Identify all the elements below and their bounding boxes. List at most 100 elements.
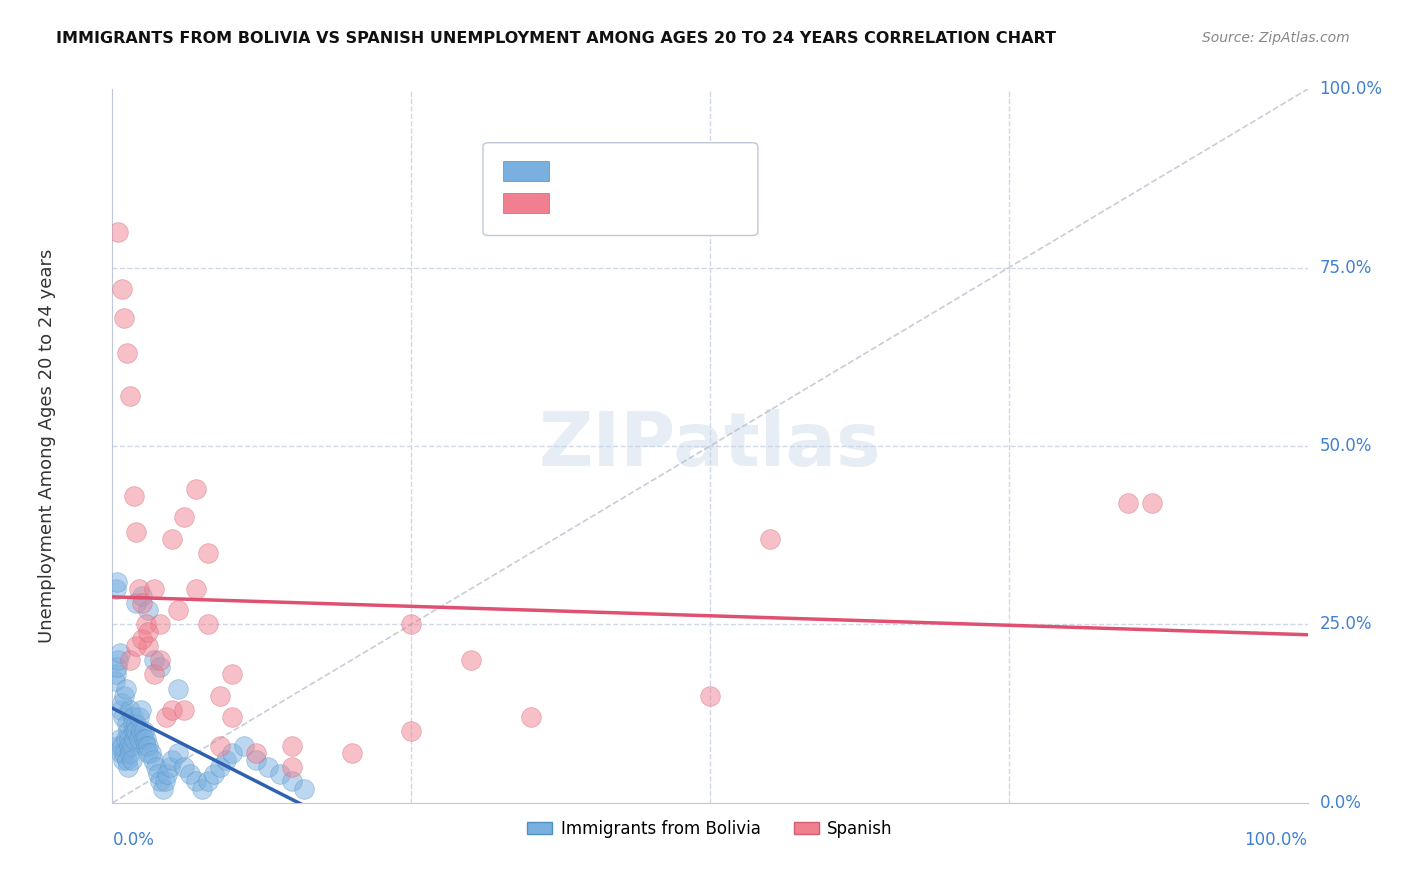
Spanish [759, 532, 782, 546]
Immigrants from Bolivia [131, 589, 153, 603]
Immigrants from Bolivia [209, 760, 232, 774]
Text: 50.0%: 50.0% [1320, 437, 1372, 455]
Spanish [149, 653, 172, 667]
Immigrants from Bolivia [156, 767, 179, 781]
Text: N =: N = [675, 194, 706, 212]
Immigrants from Bolivia [125, 596, 148, 610]
Spanish [173, 510, 195, 524]
Text: 100.0%: 100.0% [1244, 831, 1308, 849]
Immigrants from Bolivia [135, 731, 157, 746]
Text: Unemployment Among Ages 20 to 24 years: Unemployment Among Ages 20 to 24 years [38, 249, 56, 643]
Immigrants from Bolivia [111, 739, 134, 753]
Spanish [128, 582, 150, 596]
Immigrants from Bolivia [167, 746, 190, 760]
Immigrants from Bolivia [118, 731, 141, 746]
Spanish [122, 489, 145, 503]
Immigrants from Bolivia [138, 746, 160, 760]
Spanish [520, 710, 543, 724]
Spanish [281, 739, 304, 753]
Spanish [186, 482, 208, 496]
Text: R =: R = [562, 162, 593, 180]
Spanish [131, 632, 153, 646]
Text: 77: 77 [720, 162, 742, 180]
Immigrants from Bolivia [233, 739, 256, 753]
Immigrants from Bolivia [135, 739, 157, 753]
Bar [503, 194, 548, 213]
Spanish [197, 617, 219, 632]
Immigrants from Bolivia [120, 746, 142, 760]
Spanish [197, 546, 219, 560]
Immigrants from Bolivia [107, 739, 129, 753]
Immigrants from Bolivia [120, 703, 142, 717]
Immigrants from Bolivia [122, 724, 145, 739]
Immigrants from Bolivia [143, 653, 166, 667]
Spanish [245, 746, 267, 760]
Immigrants from Bolivia [107, 653, 129, 667]
Spanish [460, 653, 482, 667]
Text: 25.0%: 25.0% [1320, 615, 1372, 633]
Spanish [114, 310, 135, 325]
Immigrants from Bolivia [108, 646, 131, 660]
Text: 0.312: 0.312 [610, 194, 664, 212]
Spanish [155, 710, 177, 724]
Immigrants from Bolivia [111, 696, 134, 710]
Text: R =: R = [562, 194, 593, 212]
Immigrants from Bolivia [114, 731, 136, 746]
Immigrants from Bolivia [105, 660, 128, 674]
Text: N =: N = [675, 162, 706, 180]
Immigrants from Bolivia [129, 724, 152, 739]
Spanish [162, 703, 183, 717]
Immigrants from Bolivia [112, 753, 135, 767]
Immigrants from Bolivia [167, 681, 190, 696]
Spanish [138, 639, 160, 653]
FancyBboxPatch shape [484, 143, 758, 235]
Spanish [401, 724, 423, 739]
Immigrants from Bolivia [257, 760, 280, 774]
Spanish [115, 346, 138, 360]
Immigrants from Bolivia [197, 774, 219, 789]
Immigrants from Bolivia [153, 774, 176, 789]
Spanish [209, 689, 232, 703]
Text: IMMIGRANTS FROM BOLIVIA VS SPANISH UNEMPLOYMENT AMONG AGES 20 TO 24 YEARS CORREL: IMMIGRANTS FROM BOLIVIA VS SPANISH UNEMP… [56, 31, 1056, 46]
Spanish [401, 617, 423, 632]
Immigrants from Bolivia [132, 731, 155, 746]
Text: Source: ZipAtlas.com: Source: ZipAtlas.com [1202, 31, 1350, 45]
Immigrants from Bolivia [121, 717, 143, 731]
Spanish [221, 667, 243, 681]
Text: 100.0%: 100.0% [1320, 80, 1382, 98]
Text: ZIPatlas: ZIPatlas [538, 409, 882, 483]
Immigrants from Bolivia [129, 703, 152, 717]
Spanish [209, 739, 232, 753]
Spanish [173, 703, 195, 717]
Immigrants from Bolivia [128, 710, 150, 724]
Immigrants from Bolivia [186, 774, 208, 789]
Immigrants from Bolivia [149, 660, 172, 674]
Immigrants from Bolivia [112, 710, 135, 724]
Spanish [699, 689, 721, 703]
Text: 0.0%: 0.0% [112, 831, 155, 849]
Immigrants from Bolivia [191, 781, 214, 796]
Spanish [167, 603, 190, 617]
Immigrants from Bolivia [105, 574, 128, 589]
Immigrants from Bolivia [162, 753, 183, 767]
Immigrants from Bolivia [115, 717, 138, 731]
Text: 0.414: 0.414 [610, 162, 664, 180]
Immigrants from Bolivia [125, 724, 148, 739]
Immigrants from Bolivia [121, 739, 143, 753]
Immigrants from Bolivia [159, 760, 181, 774]
Immigrants from Bolivia [202, 767, 225, 781]
Spanish [1142, 496, 1164, 510]
Immigrants from Bolivia [128, 731, 150, 746]
Immigrants from Bolivia [215, 753, 238, 767]
Spanish [149, 617, 172, 632]
Immigrants from Bolivia [105, 582, 128, 596]
Spanish [162, 532, 183, 546]
Immigrants from Bolivia [132, 724, 155, 739]
Immigrants from Bolivia [110, 703, 132, 717]
Immigrants from Bolivia [121, 753, 143, 767]
Immigrants from Bolivia [115, 753, 138, 767]
Spanish [138, 624, 160, 639]
Spanish [281, 760, 304, 774]
Spanish [107, 225, 129, 239]
Bar [503, 161, 548, 181]
